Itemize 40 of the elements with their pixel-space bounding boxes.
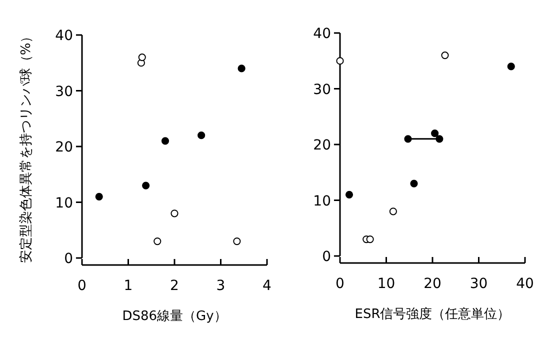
point [336, 57, 344, 65]
x-tick-label: 0 [336, 276, 344, 292]
x-tick-label: 20 [424, 276, 442, 292]
y-tick-label: 40 [55, 28, 73, 44]
point [95, 192, 103, 200]
x-tick-label: 0 [78, 278, 86, 294]
x-tick-label: 2 [170, 278, 179, 294]
point [154, 237, 162, 246]
x-tick-label: 30 [470, 276, 488, 292]
x-axis-title: DS86線量（Gy） [122, 309, 227, 324]
point [507, 62, 515, 70]
point [410, 180, 418, 188]
x-axis-title: ESR信号強度（任意単位） [354, 306, 510, 322]
point [238, 64, 246, 72]
point [366, 235, 374, 244]
point [233, 237, 241, 246]
y-tick-label: 0 [64, 251, 73, 267]
point [345, 190, 354, 198]
y-tick-label: 20 [55, 140, 73, 156]
point [441, 52, 449, 60]
y-tick-label: 0 [322, 249, 331, 265]
x-tick-label: 40 [516, 276, 534, 292]
x-tick-label: 4 [262, 278, 272, 294]
point [170, 210, 178, 218]
point [389, 208, 397, 216]
x-tick-label: 1 [124, 278, 133, 294]
x-tick-label: 3 [216, 278, 226, 294]
point [161, 137, 170, 145]
y-tick-label: 40 [313, 26, 331, 42]
point [138, 54, 146, 62]
x-tick-label: 10 [377, 276, 396, 292]
y-axis-title: 安定型染色体異常を持つリンパ球（%） [18, 30, 34, 264]
y-tick-label: 10 [313, 193, 331, 210]
y-tick-label: 30 [55, 84, 73, 100]
y-tick-label: 30 [313, 82, 331, 98]
point [142, 182, 150, 190]
y-tick-label: 20 [313, 138, 331, 154]
y-tick-label: 10 [55, 195, 73, 212]
point [431, 130, 439, 138]
point [198, 132, 206, 140]
